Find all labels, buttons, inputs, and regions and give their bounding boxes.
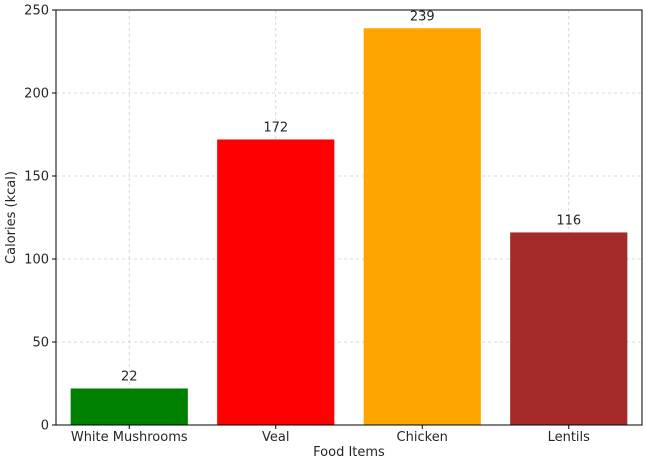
bar — [510, 232, 628, 425]
data-labels: 22 172 239 116 — [121, 9, 581, 384]
y-tick-label: 150 — [24, 170, 49, 185]
x-tick-label: Veal — [262, 430, 289, 445]
x-axis-label: Food Items — [313, 445, 385, 458]
y-tick-label: 250 — [24, 4, 49, 19]
y-tick-label: 200 — [24, 87, 49, 102]
bar — [363, 28, 481, 425]
bar-value-label: 239 — [410, 9, 435, 24]
bars — [70, 28, 628, 426]
bar-value-label: 172 — [263, 120, 288, 135]
y-tick-label: 100 — [24, 253, 49, 268]
bar — [217, 139, 335, 426]
plot-frame — [55, 9, 643, 426]
x-axis: White Mushrooms Veal Chicken Lentils — [71, 425, 590, 445]
bar — [70, 388, 188, 425]
y-tick-label: 50 — [32, 336, 49, 351]
x-tick-label: Chicken — [397, 430, 448, 445]
y-tick-label: 0 — [41, 419, 49, 434]
x-tick-label: Lentils — [548, 430, 591, 445]
y-axis-label: Calories (kcal) — [4, 171, 19, 264]
x-tick-label: White Mushrooms — [71, 430, 188, 445]
y-axis: 0 50 100 150 200 250 — [24, 4, 56, 434]
bar-value-label: 22 — [121, 369, 138, 384]
bar-value-label: 116 — [556, 213, 581, 228]
